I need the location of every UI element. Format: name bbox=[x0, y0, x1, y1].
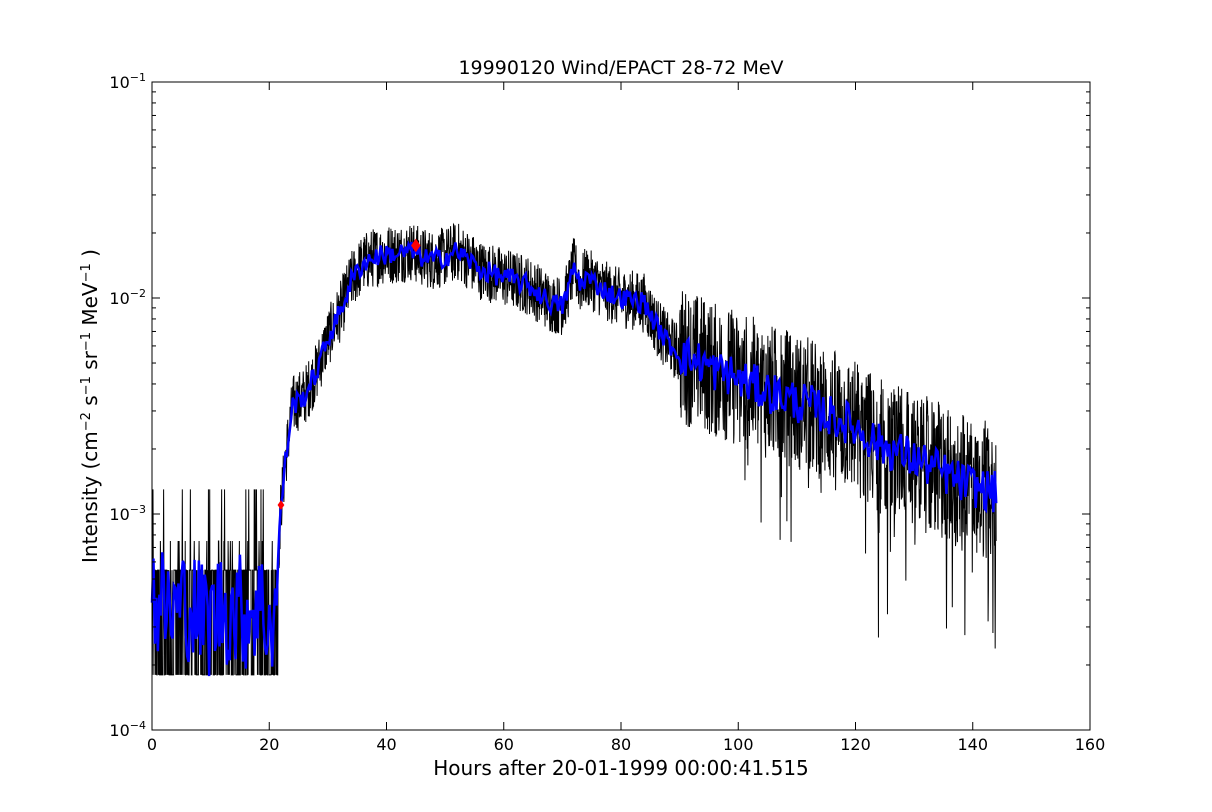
y-tick-label: 10−2 bbox=[109, 287, 146, 308]
x-tick-label: 60 bbox=[494, 735, 514, 754]
x-tick-label: 100 bbox=[723, 735, 754, 754]
x-axis-label: Hours after 20-01-1999 00:00:41.515 bbox=[433, 756, 809, 780]
data-layer bbox=[150, 222, 998, 677]
x-tick-label: 140 bbox=[957, 735, 988, 754]
event-marker-1 bbox=[277, 500, 285, 510]
y-axis-ticks: 10−4 10−3 10−2 10−1 bbox=[109, 71, 1090, 740]
x-tick-label: 160 bbox=[1075, 735, 1106, 754]
y-tick-label: 10−1 bbox=[109, 71, 146, 92]
x-axis-ticks: 0 20 40 60 80 100 120 140 160 bbox=[147, 82, 1105, 754]
x-tick-label: 80 bbox=[611, 735, 631, 754]
event-marker-2 bbox=[411, 238, 421, 253]
x-tick-label: 0 bbox=[147, 735, 157, 754]
chart-title: 19990120 Wind/EPACT 28-72 MeV bbox=[458, 57, 783, 79]
y-axis-label: Intensity (cm−2 s−1 sr−1 MeV−1 ) bbox=[78, 249, 102, 563]
x-tick-label: 40 bbox=[376, 735, 396, 754]
series-raw-intensity bbox=[151, 222, 997, 676]
marker-layer bbox=[277, 238, 421, 510]
y-tick-label: 10−3 bbox=[109, 503, 146, 524]
x-tick-label: 120 bbox=[840, 735, 871, 754]
series-smoothed-intensity bbox=[150, 240, 998, 677]
x-tick-label: 20 bbox=[259, 735, 279, 754]
y-tick-label: 10−4 bbox=[109, 719, 146, 740]
